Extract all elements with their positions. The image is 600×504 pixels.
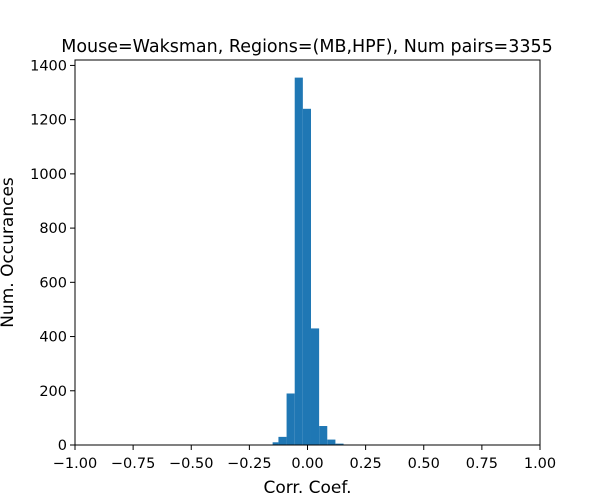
- y-tick-label: 200: [39, 384, 67, 400]
- y-tick-label: 1000: [30, 167, 67, 183]
- histogram-bar: [302, 108, 311, 446]
- x-tick-label: 0.50: [408, 456, 440, 472]
- histogram-bar: [335, 443, 344, 445]
- y-tick-label: 400: [39, 330, 67, 346]
- histogram-bar: [319, 426, 328, 445]
- x-tick-label: 0.00: [291, 456, 323, 472]
- histogram-bar: [294, 77, 303, 446]
- histogram-bar: [327, 439, 336, 445]
- x-tick-label: −1.00: [53, 456, 97, 472]
- y-axis-label: Num. Occurances: [0, 177, 18, 328]
- y-tick-label: 600: [39, 275, 67, 291]
- histogram-bar: [272, 442, 279, 445]
- chart-title: Mouse=Waksman, Regions=(MB,HPF), Num pai…: [61, 37, 553, 57]
- x-axis-label: Corr. Coef.: [263, 478, 351, 498]
- bar-group: [272, 77, 344, 446]
- y-tick-label: 0: [58, 438, 67, 454]
- x-axis-ticks: −1.00 −0.75 −0.50 −0.25 0.00 0.25 0.50 0.75 1.00: [53, 445, 556, 472]
- x-tick-label: 1.00: [524, 456, 556, 472]
- x-tick-label: −0.75: [111, 456, 155, 472]
- histogram-bar: [286, 393, 295, 445]
- y-tick-label: 1200: [30, 113, 67, 129]
- histogram-bar: [278, 436, 287, 445]
- y-tick-label: 1400: [30, 58, 67, 74]
- x-tick-label: 0.25: [349, 456, 381, 472]
- y-axis-ticks: 0 200 400 600 800 1000 1200 1400: [30, 58, 75, 454]
- x-tick-label: 0.75: [466, 456, 498, 472]
- x-tick-label: −0.50: [169, 456, 213, 472]
- y-tick-label: 800: [39, 221, 67, 237]
- x-tick-label: −0.25: [227, 456, 271, 472]
- histogram-bar: [310, 328, 320, 445]
